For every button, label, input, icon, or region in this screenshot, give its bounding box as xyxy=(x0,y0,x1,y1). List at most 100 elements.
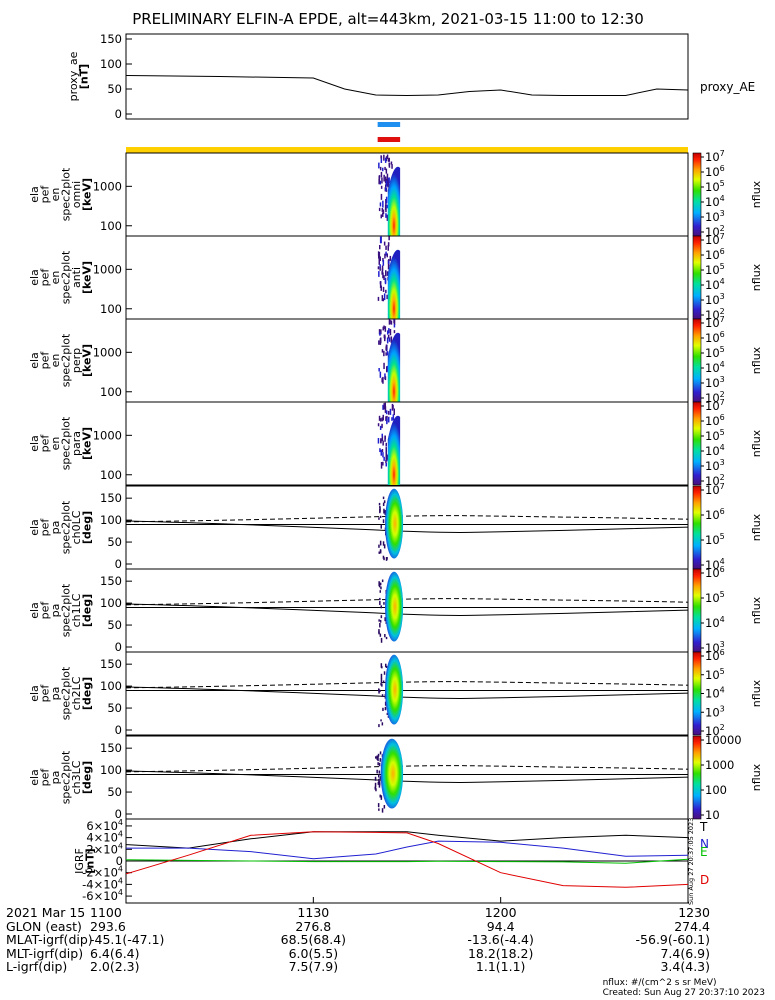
pa-ch3-pixel xyxy=(377,753,380,757)
spec-para-pixel xyxy=(385,410,388,415)
pa-ch0-loss-cone-solid xyxy=(125,520,689,533)
pa-ch0-ylabel-line: pef xyxy=(38,518,51,537)
spec-anti-pixel xyxy=(382,272,384,279)
ephemeris-value: -45.1(-47.1) xyxy=(90,932,165,947)
spec-omni-pixel xyxy=(385,156,388,162)
spec-para-pixel xyxy=(382,452,384,458)
spec-para-pixel xyxy=(385,416,387,422)
colorbar-label-1: nflux xyxy=(750,263,763,291)
pa-ch2-pixel xyxy=(381,694,384,697)
spec-anti-pixel xyxy=(379,245,381,250)
pa-ch1-pixel xyxy=(380,637,383,643)
spec-omni-pixel xyxy=(384,166,386,171)
igrf-ylabel: IGRF[nT] xyxy=(73,848,97,874)
spec-para-ylabel-line: para xyxy=(70,431,83,456)
spec-para-pixel xyxy=(378,415,381,421)
time-axis-row-label: L-igrf(dip) xyxy=(6,959,68,974)
igrf-series-T xyxy=(125,831,689,849)
spec-para-ylabel-line: spec2plot xyxy=(59,416,72,470)
spec-anti-pixel xyxy=(377,296,380,301)
colorbar-label-7: nflux xyxy=(750,763,763,791)
pa-ch0-pixel xyxy=(379,506,381,509)
pa-ch3-pixel xyxy=(375,788,377,792)
pa-ch1-pixel xyxy=(378,619,380,622)
pa-ch1-pixel xyxy=(384,617,386,622)
spec-perp-pixel xyxy=(384,376,387,381)
spec-para-pixel xyxy=(382,461,384,466)
colorbar-7 xyxy=(692,735,702,820)
time-axis-row: MLT-igrf(dip) 6.4(6.4) 6.0(5.5) 18.2(18.2) 7… xyxy=(6,945,766,961)
pa-ch0-pixel xyxy=(379,549,382,554)
proxy-ae-ytick-label: 50 xyxy=(107,82,122,96)
ephemeris-value: 68.5(68.4) xyxy=(280,932,347,947)
spec-omni-pixel xyxy=(382,200,384,208)
pa-ch3-pixel xyxy=(383,805,386,809)
spec-perp-pixel xyxy=(383,362,385,370)
spec-perp-pixel xyxy=(388,328,390,334)
spec-anti-pixel xyxy=(387,262,390,270)
spec-para-pixel xyxy=(379,448,381,453)
spec-perp-pixel xyxy=(390,336,393,344)
spec-para-pixel xyxy=(384,402,386,409)
pa-ch1-pixel xyxy=(379,590,381,593)
pa-ch1-ylabel-line: pef xyxy=(38,601,51,620)
pa-ch1-pixel xyxy=(378,629,380,634)
pa-ch3-pixel xyxy=(379,777,382,780)
spec-omni-ytick-label: 100 xyxy=(100,219,122,233)
spec-para-pixel xyxy=(391,417,393,421)
colorbar-tick-label-5: 103 xyxy=(705,640,725,655)
spec-anti-pixel xyxy=(383,241,386,246)
colorbar-tick-label-0: 107 xyxy=(705,149,725,164)
colorbar-5 xyxy=(692,568,702,653)
spec-omni-ylabel-line: ela xyxy=(28,186,41,203)
pa-ch0-pixel xyxy=(384,510,386,516)
pa-ch3-pixel xyxy=(381,808,384,813)
spec-omni-ylabel-line: spec2plot xyxy=(59,167,72,221)
spec-omni-pixel xyxy=(387,180,389,188)
colorbar-tick-label-0: 104 xyxy=(705,194,725,209)
igrf-legend-E: E xyxy=(700,845,708,859)
time-axis-row-label: MLT-igrf(dip) xyxy=(6,945,84,961)
spec-anti-pixel xyxy=(381,295,384,301)
pa-ch0-pixel xyxy=(380,524,382,529)
colorbar-tick-label-4: 104 xyxy=(705,557,725,572)
proxy-ae-ylabel: proxy_ae[nT] xyxy=(67,51,91,101)
pa-ch0-pixel xyxy=(383,544,386,549)
ephemeris-value: -56.9(-60.1) xyxy=(635,932,710,947)
spec-anti-pixel xyxy=(386,294,388,300)
pa-ch2-ylabel-line: spec2plot xyxy=(59,666,72,720)
pa-ch3-ytick-label: 150 xyxy=(100,741,122,755)
footer-units: nflux: #/(cm^2 s sr MeV) xyxy=(602,978,717,988)
proxy-ae-panel-frame xyxy=(125,33,689,120)
spec-anti-pixel xyxy=(382,298,384,302)
spec-anti-pixel xyxy=(382,258,384,262)
spec-para-pixel xyxy=(393,408,395,416)
spec-omni-pixel xyxy=(386,204,388,209)
spec-omni-pixel xyxy=(385,180,388,187)
pa-ch2-pixel xyxy=(384,701,387,706)
igrf-legend-N: N xyxy=(700,837,709,851)
spec-perp-ytick-label: 100 xyxy=(100,385,122,399)
colorbar-tick-label-7: 100 xyxy=(705,783,727,797)
pa-ch2-ylabel-line: ch2LC xyxy=(70,676,83,710)
proxy-ae-ytick-label: 100 xyxy=(100,57,122,71)
pa-ch3-pixel xyxy=(377,756,379,762)
spec-anti-pixel xyxy=(378,271,380,277)
spec-perp-pixel xyxy=(382,326,384,331)
igrf-ylabel-line: [nT] xyxy=(83,848,96,873)
colorbar-label-2: nflux xyxy=(750,346,763,374)
spec-anti-pixel xyxy=(378,252,381,258)
spec-omni-pixel xyxy=(388,177,390,184)
pa-ch0-ylabel-line: spec2plot xyxy=(59,500,72,554)
ephemeris-value: 94.4 xyxy=(486,918,515,934)
ephemeris-value: 7.4(6.9) xyxy=(660,945,710,961)
igrf-ytick-label: 4×104 xyxy=(86,830,123,845)
spec-perp-pixel xyxy=(387,334,390,339)
spec-omni-ytick-label: 1000 xyxy=(93,179,122,193)
igrf-series-E xyxy=(125,858,689,864)
pa-ch0-pixel xyxy=(382,502,385,507)
pa-ch3-pixel xyxy=(378,778,380,782)
colorbar-tick-label-0: 103 xyxy=(705,209,725,224)
pa-ch3-ylabel-line: spec2plot xyxy=(59,750,72,804)
